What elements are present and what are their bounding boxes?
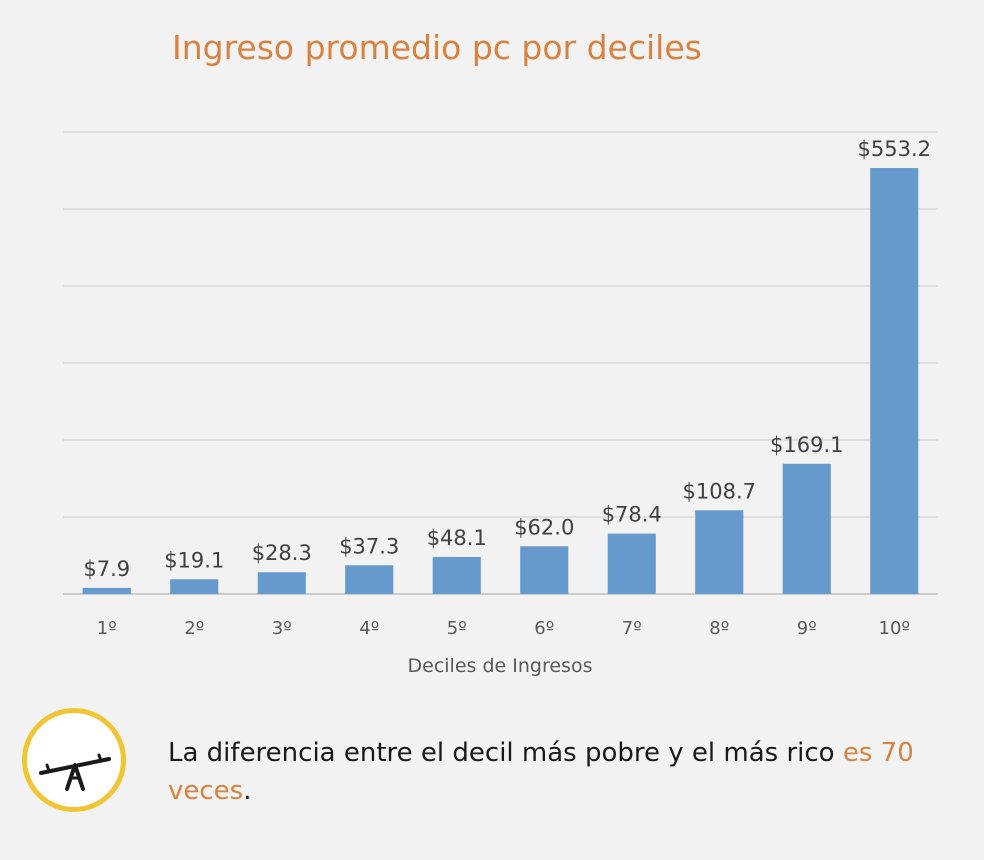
data-label: $19.1 xyxy=(164,548,224,572)
bar-chart: $7.9 $19.1 $28.3 $37.3 $48.1 $62.0 $78.4 $108.7… xyxy=(63,131,938,677)
data-label: $28.3 xyxy=(252,541,312,565)
footnote-highlight: es 70 veces xyxy=(168,738,914,806)
bar xyxy=(870,168,919,594)
x-tick-label: 10º xyxy=(879,618,910,639)
bar xyxy=(695,510,744,594)
data-label: $48.1 xyxy=(427,526,487,550)
x-tick-label: 8º xyxy=(709,618,729,639)
data-label: $78.4 xyxy=(602,503,662,527)
seesaw-icon xyxy=(22,708,126,812)
x-tick-label: 5º xyxy=(447,618,467,639)
chart-title: Ingreso promedio pc por deciles xyxy=(172,28,702,67)
x-tick-label: 2º xyxy=(184,618,204,639)
x-tick-label: 3º xyxy=(272,618,292,639)
footnote-main: La diferencia entre el decil más pobre y… xyxy=(168,738,843,768)
x-tick-label: 1º xyxy=(97,618,117,639)
data-labels: $7.9 $19.1 $28.3 $37.3 $48.1 $62.0 $78.4 $108.7… xyxy=(83,137,931,581)
data-label: $37.3 xyxy=(339,534,399,558)
bar xyxy=(170,579,219,594)
x-axis-title: Deciles de Ingresos xyxy=(408,655,593,677)
bar xyxy=(520,546,569,594)
bar xyxy=(257,572,306,594)
x-tick-label: 7º xyxy=(622,618,642,639)
x-tick-label: 6º xyxy=(534,618,554,639)
data-label: $553.2 xyxy=(858,137,931,161)
x-tick-label: 4º xyxy=(359,618,379,639)
data-label: $108.7 xyxy=(683,479,756,503)
data-label: $62.0 xyxy=(514,515,574,539)
footnote-end: . xyxy=(243,776,252,806)
x-tick-label: 9º xyxy=(797,618,817,639)
bar xyxy=(782,463,831,594)
bar xyxy=(345,565,394,594)
bar xyxy=(432,556,481,594)
data-label: $7.9 xyxy=(83,557,130,581)
footnote-text: La diferencia entre el decil más pobre y… xyxy=(168,734,958,810)
bar xyxy=(82,587,131,594)
bars xyxy=(82,168,919,594)
bar xyxy=(607,533,656,594)
x-tick-labels: 1º 2º 3º 4º 5º 6º 7º 8º 9º 10º xyxy=(97,618,910,639)
data-label: $169.1 xyxy=(770,433,843,457)
